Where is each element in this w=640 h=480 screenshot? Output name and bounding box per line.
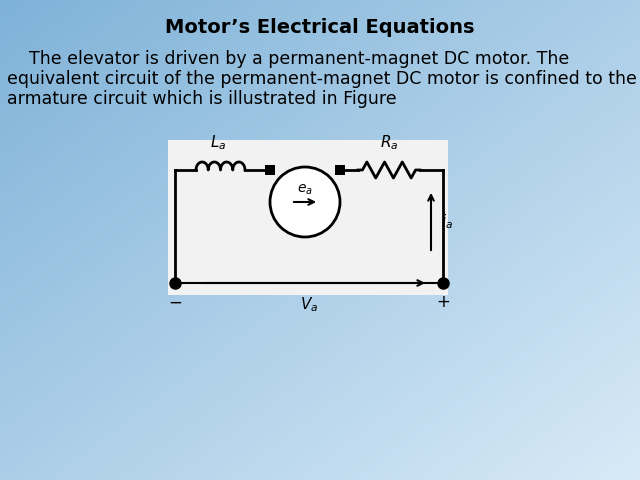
Text: $L_a$: $L_a$ <box>211 133 227 152</box>
Bar <box>335 165 345 175</box>
Text: $e_a$: $e_a$ <box>297 182 313 197</box>
Text: Motor’s Electrical Equations: Motor’s Electrical Equations <box>165 18 475 37</box>
Text: equivalent circuit of the permanent-magnet DC motor is confined to the: equivalent circuit of the permanent-magn… <box>7 70 637 88</box>
Text: $V_a$: $V_a$ <box>300 295 318 314</box>
Bar <box>265 165 275 175</box>
Text: The elevator is driven by a permanent-magnet DC motor. The: The elevator is driven by a permanent-ma… <box>7 50 569 68</box>
Text: $i_a$: $i_a$ <box>441 212 453 231</box>
Text: $-$: $-$ <box>168 293 182 311</box>
Circle shape <box>270 167 340 237</box>
Text: $R_a$: $R_a$ <box>380 133 398 152</box>
Text: armature circuit which is illustrated in Figure: armature circuit which is illustrated in… <box>7 90 397 108</box>
Bar <box>168 140 448 295</box>
Text: $+$: $+$ <box>436 293 450 311</box>
